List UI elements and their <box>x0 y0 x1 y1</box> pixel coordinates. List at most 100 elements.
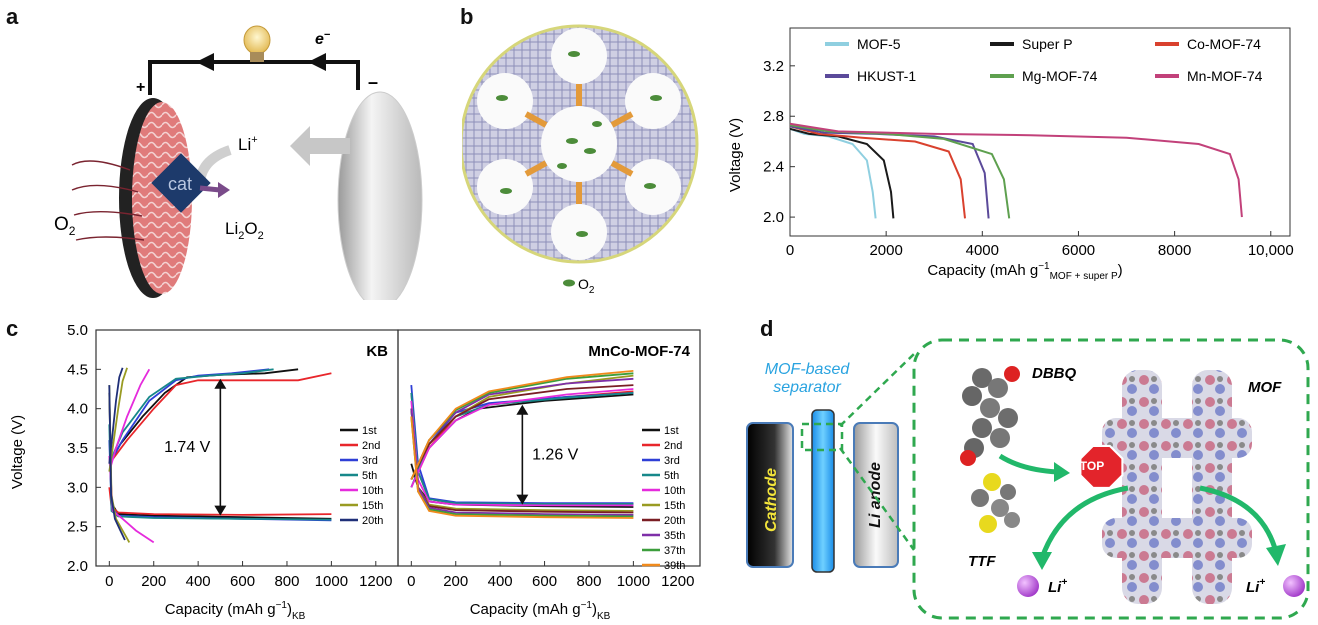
o2-label: O2 <box>54 214 76 238</box>
x-tick-label: 200 <box>141 573 166 590</box>
mof-pores <box>477 28 681 260</box>
y-tick-label: 2.0 <box>763 209 784 226</box>
y-tick-label: 3.0 <box>67 479 88 496</box>
zoom-panel-frame <box>912 338 1310 620</box>
arrow-left-icon <box>308 53 326 71</box>
li-ion-sphere-icon <box>1017 575 1039 597</box>
legend-label: 3rd <box>664 455 680 467</box>
panel-title: MnCo-MOF-74 <box>588 343 690 360</box>
mof-linkers <box>524 84 634 204</box>
cycle-discharge-39th <box>410 416 634 519</box>
legend-label: 20th <box>664 515 685 527</box>
legend-label: HKUST-1 <box>857 68 916 84</box>
cycle-charge-39th <box>410 370 634 480</box>
x-tick-label: 6000 <box>1062 242 1095 259</box>
panel-label-c: c <box>6 316 19 341</box>
panel-label-a: a <box>6 4 19 29</box>
separator-label-1: MOF-based <box>765 361 851 378</box>
legend-label: 2nd <box>362 440 380 452</box>
x-tick-label: 800 <box>576 573 601 590</box>
cycle-charge-20th <box>410 384 634 480</box>
chart-c-left-xlabel: Capacity (mAh g−1)KB <box>165 600 306 622</box>
legend-label: 5th <box>664 470 679 482</box>
mof-separator-schematic: Cathode Li anode MOF-based separator MOF… <box>746 338 1310 620</box>
legend-label: 3rd <box>362 455 378 467</box>
li-anode-label: Li anode <box>867 462 884 528</box>
legend-label: 35th <box>664 530 685 542</box>
x-tick-label: 8000 <box>1158 242 1191 259</box>
legend-label: 1st <box>664 425 679 437</box>
y-tick-label: 5.0 <box>67 322 88 339</box>
y-tick-label: 4.5 <box>67 361 88 378</box>
x-tick-label: 1000 <box>315 573 348 590</box>
legend-label: Mg-MOF-74 <box>1022 68 1098 84</box>
dbbq-molecule <box>960 366 1020 466</box>
cycle-charge-2nd <box>108 372 332 465</box>
stop-sign-icon <box>1079 444 1124 489</box>
legend-label: Co-MOF-74 <box>1187 36 1261 52</box>
arrow-down-icon <box>516 494 529 505</box>
x-tick-label: 2000 <box>869 242 902 259</box>
chart-b-xlabel: Capacity (mAh g−1MOF + super P) <box>927 261 1122 282</box>
mof-label: MOF <box>1248 379 1282 396</box>
voltage-gap-label: 1.26 V <box>532 447 579 464</box>
x-tick-label: 0 <box>105 573 113 590</box>
x-tick-label: 400 <box>488 573 513 590</box>
y-tick-label: 3.2 <box>763 58 784 75</box>
product-label: Li2O2 <box>225 219 264 242</box>
x-tick-label: 200 <box>443 573 468 590</box>
cycle-charge-10th <box>410 388 634 488</box>
li-pass-arrow-left <box>1039 485 1129 559</box>
x-tick-label: 1200 <box>359 573 392 590</box>
y-tick-label: 2.5 <box>67 519 88 536</box>
o2-flow-arrows <box>71 160 145 241</box>
legend-label: 15th <box>664 500 685 512</box>
ttf-molecule <box>971 473 1020 533</box>
lightbulb-icon <box>243 25 271 62</box>
li-ion-label-2: Li+ <box>1246 577 1265 596</box>
separator-label-2: separator <box>773 379 841 396</box>
mof-pore-illustration: O2 <box>462 24 699 296</box>
x-tick-label: 600 <box>532 573 557 590</box>
legend-label: MOF-5 <box>857 36 901 52</box>
catalyst-diamond <box>151 153 211 213</box>
legend-label: 5th <box>362 470 377 482</box>
li-pass-arrow-right <box>1199 485 1279 553</box>
o2-legend-label: O2 <box>578 276 595 296</box>
zoom-box <box>800 422 844 452</box>
x-tick-label: 0 <box>786 242 794 259</box>
legend-label: 10th <box>362 485 383 497</box>
panel-label-d: d <box>760 316 774 341</box>
x-tick-label: 10,000 <box>1248 242 1294 259</box>
cycle-charge-5th <box>108 368 274 465</box>
arrow-up-icon <box>516 404 529 415</box>
li-ion-sphere-icon <box>1283 575 1305 597</box>
x-tick-label: 400 <box>186 573 211 590</box>
y-tick-label: 4.0 <box>67 401 88 418</box>
chart-b-discharge: Voltage (V) Capacity (mAh g−1MOF + super… <box>727 27 1294 282</box>
cathode-label: Cathode <box>763 468 780 532</box>
arrow-left-icon <box>196 53 214 71</box>
legend-label: 20th <box>362 515 383 527</box>
li-anode-block <box>853 422 899 568</box>
chart-c-cycling: Voltage (V) Capacity (mAh g−1)KB Capacit… <box>9 322 701 622</box>
y-tick-label: 2.0 <box>67 558 88 575</box>
li-o2-battery-schematic: e− + – Li+ cat Li2O2 O2 <box>54 25 423 300</box>
y-tick-label: 3.5 <box>67 440 88 457</box>
cycle-charge-20th <box>108 367 124 464</box>
series-line-mof-5 <box>789 127 877 219</box>
x-tick-label: 1200 <box>661 573 694 590</box>
x-tick-label: 4000 <box>966 242 999 259</box>
arrow-up-icon <box>214 378 227 389</box>
x-tick-label: 800 <box>274 573 299 590</box>
cycle-charge-15th <box>108 367 128 472</box>
ttf-label: TTF <box>968 553 996 570</box>
x-tick-label: 1000 <box>617 573 650 590</box>
separator-block <box>811 409 835 573</box>
x-tick-label: 0 <box>407 573 415 590</box>
blocked-arrow <box>998 453 1059 475</box>
voltage-gap-label: 1.74 V <box>164 439 211 456</box>
legend-label: 39th <box>664 560 685 572</box>
stop-label: STOP <box>1072 459 1104 473</box>
mof-framework <box>1102 370 1252 604</box>
